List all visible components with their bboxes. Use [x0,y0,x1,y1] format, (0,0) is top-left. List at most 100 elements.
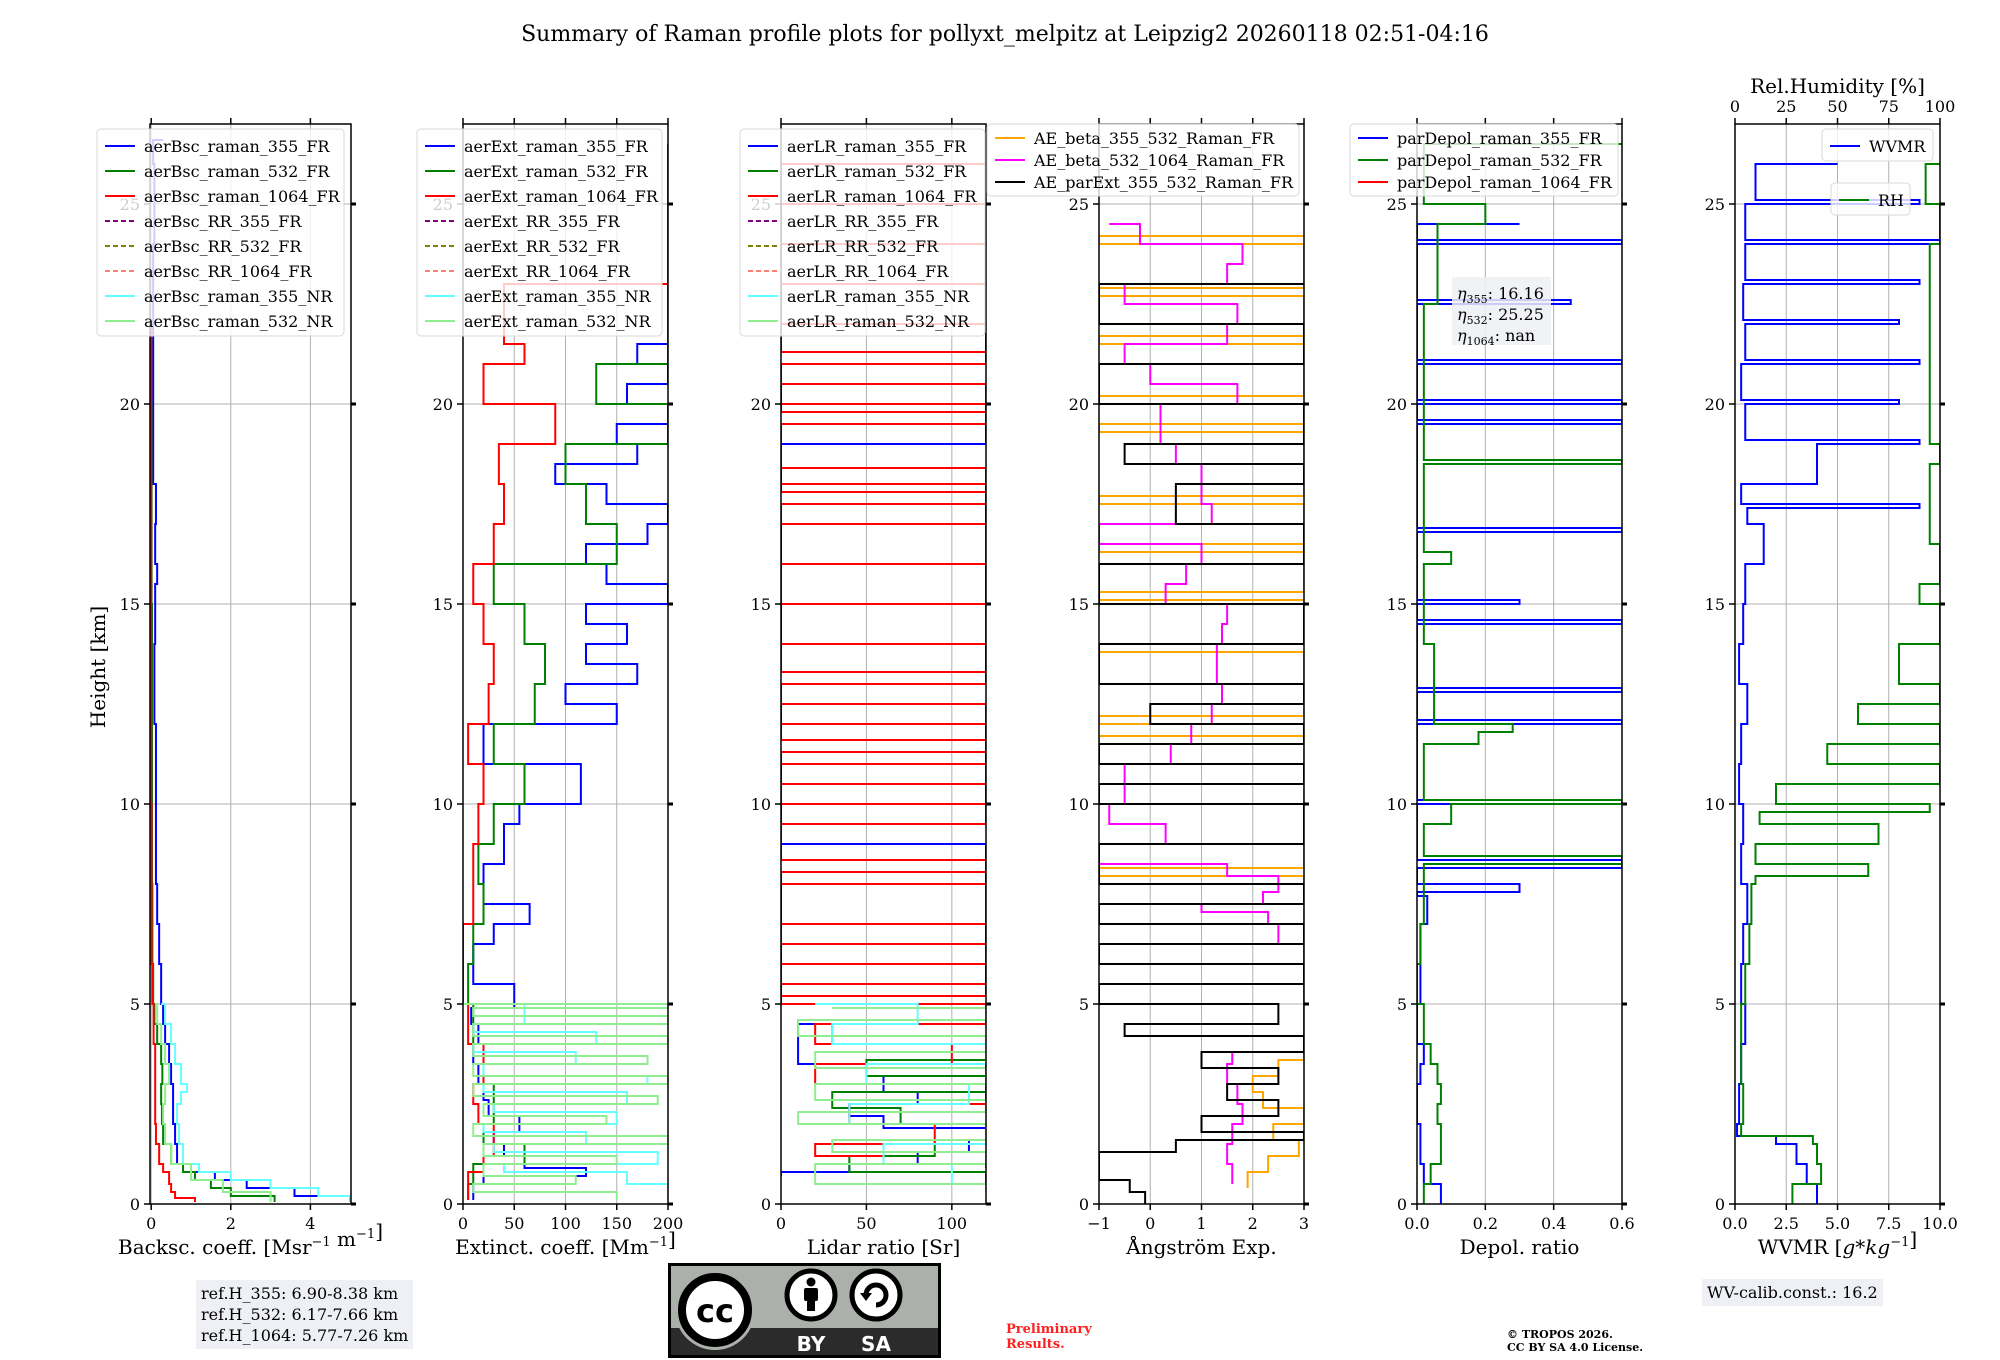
legend-label: aerLR_raman_1064_FR [787,187,977,206]
x-axis-label-part: Ångström Exp. [1125,1234,1276,1259]
eta-value: η355: 16.16 [1457,284,1544,306]
x-axis-label: Backsc. coeff. [Msr−1 m−1] [118,1219,383,1259]
x-tick-label: −1 [1087,1214,1111,1233]
legend-label: aerLR_raman_355_NR [787,287,970,306]
x-axis-label-part: −1 [356,1227,375,1242]
ref-height-355: ref.H_355: 6.90-8.38 km [201,1284,399,1303]
y-tick-label: 5 [443,995,453,1014]
panel-6: 0 5 10 15 20 25 0.0 2.5 5.0 7.5 10.0 0 25 50 75 100Rel.… [1705,74,1958,1259]
wv-calibration-box: WV-calib.const.: 16.2 [1702,1279,1883,1306]
y-tick-label: 15 [1069,595,1089,614]
legend-entry: aerLR_raman_532_NR [748,312,970,331]
legend-entry: RH [1839,191,1904,210]
x-tick-label: 0 [146,1214,156,1233]
legend-box [1349,123,1619,197]
y-tick-label: 10 [1705,795,1725,814]
legend-entry: aerLR_raman_355_NR [748,287,970,306]
series-line-aerext-raman-355-fr [470,343,668,1200]
panel-3: 0510152025050100Lidar ratio [Sr]aerLR_ra… [739,118,991,1259]
x-tick-label: 0.2 [1473,1214,1498,1233]
series-line-pardepol-raman-355-fr [1417,223,1622,1204]
x-axis-label-part: ] [1909,1227,1917,1251]
x-tick-label: 1 [1196,1214,1206,1233]
attribution-icon [784,1268,838,1322]
x-axis-label: Depol. ratio [1460,1235,1580,1259]
eta-box-background [1452,277,1551,345]
legend-label: parDepol_raman_1064_FR [1397,173,1613,192]
y-tick-label: 20 [120,395,140,414]
copyright-notice: © TROPOS 2026. CC BY SA 4.0 License. [1507,1328,1643,1354]
top-tick-label: 100 [1925,97,1956,116]
legend-label: aerBsc_RR_355_FR [144,212,302,231]
cc-logo-text: cc [696,1292,734,1330]
legend-label: aerBsc_RR_532_FR [144,237,302,256]
y-tick-label: 25 [1387,195,1407,214]
sa-label: SA [861,1332,891,1356]
x-axis-label-part: −1 [312,1235,331,1250]
legend-entry: aerExt_raman_532_FR [425,162,649,181]
copyright-line-1: © TROPOS 2026. [1507,1328,1613,1341]
legend-entry: aerLR_RR_355_FR [748,212,939,231]
x-axis-label-part: m [331,1227,356,1251]
x-tick-label: 4 [305,1214,315,1233]
legend-entry: parDepol_raman_355_FR [1358,129,1603,148]
legend-entry: aerBsc_RR_355_FR [105,212,302,231]
preliminary-line-1: Preliminary [1006,1322,1092,1337]
panel-2: 0510152025050100150200Extinct. coeff. [M… [416,118,684,1259]
legend-entry: aerBsc_RR_1064_FR [105,262,313,281]
legend-label: parDepol_raman_355_FR [1397,129,1603,148]
legend-entry: AE_parExt_355_532_Raman_FR [995,173,1294,192]
y-tick-label: 5 [1397,995,1407,1014]
eta-value: η1064: nan [1457,326,1535,348]
axes-frame [780,123,987,1205]
series-group [781,163,986,1192]
ref-height-1064: ref.H_1064: 5.77-7.26 km [201,1326,409,1345]
legend-label: aerBsc_RR_1064_FR [144,262,313,281]
y-tick-label: 0 [443,1195,453,1214]
legend-entry: aerBsc_raman_532_NR [105,312,333,331]
y-tick-label: 5 [130,995,140,1014]
x-axis-label-part: Depol. ratio [1460,1235,1580,1259]
x-axis-label: Ångström Exp. [1125,1234,1276,1259]
y-tick-label: 0 [1079,1195,1089,1214]
y-tick-label: 25 [1069,195,1089,214]
y-tick-label: 15 [1705,595,1725,614]
legend-label: WVMR [1869,137,1926,156]
legend-label: aerLR_raman_355_FR [787,137,967,156]
legend-label: aerExt_raman_532_NR [464,312,652,331]
x-axis-label-part: ] [668,1227,676,1251]
series-line-aerext-raman-355-nr [472,1003,668,1200]
top-tick-label: 75 [1879,97,1899,116]
copyright-line-2: CC BY SA 4.0 License. [1507,1341,1644,1354]
x-tick-label: 200 [653,1214,684,1233]
legend-entry: aerExt_RR_532_FR [425,237,621,256]
y-tick-label: 0 [761,1195,771,1214]
legend-box [96,128,345,337]
y-tick-label: 10 [1387,795,1407,814]
panel-5: 0 5 10 15 20 25 0.0 0.2 0.4 0.6 Depol. ratio parDep… [1349,118,1635,1259]
x-tick-label: 0.6 [1609,1214,1634,1233]
legend-entry: aerLR_raman_532_FR [748,162,967,181]
series-group [1099,223,1304,1204]
legend-label: aerExt_RR_532_FR [464,237,621,256]
y-tick-label: 10 [751,795,771,814]
y-tick-label: 20 [1069,395,1089,414]
panel-1: 0510152025024Backsc. coeff. [Msr−1 m−1]a… [96,118,383,1259]
y-tick-label: 0 [1715,1195,1725,1214]
legend-label: aerExt_RR_1064_FR [464,262,631,281]
legend-label: aerLR_RR_532_FR [787,237,939,256]
x-tick-label: 2 [226,1214,236,1233]
legend-entry: aerExt_raman_1064_FR [425,187,659,206]
y-tick-label: 15 [433,595,453,614]
legend-entry: AE_beta_532_1064_Raman_FR [995,151,1285,170]
x-tick-label: 0 [1145,1214,1155,1233]
figure-title: Summary of Raman profile plots for polly… [521,22,1489,47]
y-tick-label: 10 [433,795,453,814]
legend-label: aerExt_raman_532_FR [464,162,649,181]
series-group [150,139,351,1202]
x-axis-label: Lidar ratio [Sr] [807,1235,961,1259]
share-alike-icon [849,1268,903,1322]
x-axis-label-part: g*kg [1842,1235,1890,1259]
cc-by-sa-license-logo: cc BY SA [668,1263,941,1358]
